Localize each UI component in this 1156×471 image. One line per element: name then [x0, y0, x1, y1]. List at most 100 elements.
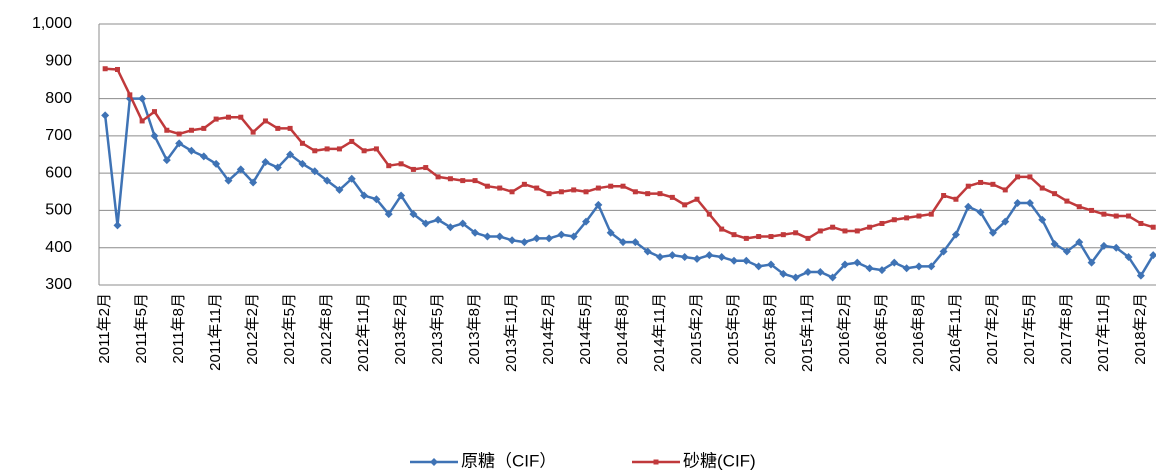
- data-point: [532, 234, 541, 243]
- data-point: [275, 125, 281, 131]
- data-point: [953, 196, 959, 202]
- data-point: [927, 262, 936, 271]
- data-point: [805, 235, 811, 241]
- data-point: [484, 183, 490, 189]
- data-point: [705, 251, 714, 260]
- data-point: [793, 230, 799, 236]
- data-point: [768, 234, 774, 240]
- data-point: [162, 156, 171, 165]
- data-point: [1064, 198, 1070, 204]
- data-point: [336, 146, 342, 152]
- data-point: [409, 210, 418, 219]
- data-point: [323, 176, 332, 185]
- data-point: [521, 181, 527, 187]
- data-point: [582, 217, 591, 226]
- data-point: [397, 191, 406, 200]
- data-point: [594, 200, 603, 209]
- y-tick-label: 900: [45, 53, 72, 70]
- data-point: [1124, 253, 1133, 262]
- data-point: [706, 211, 712, 217]
- data-point: [595, 185, 601, 191]
- x-tick-label: 2014年11月: [651, 293, 668, 372]
- x-tick-label: 2017年8月: [1058, 293, 1075, 365]
- data-point: [335, 185, 344, 194]
- data-point: [978, 179, 984, 185]
- data-point: [1050, 239, 1059, 248]
- data-point: [472, 178, 478, 184]
- data-point: [928, 211, 934, 217]
- data-point: [682, 202, 688, 208]
- data-point: [435, 174, 441, 180]
- x-tick-label: 2013年5月: [429, 293, 446, 365]
- data-point: [102, 66, 108, 72]
- data-point: [668, 251, 677, 260]
- legend-label: 原糖（CIF）: [461, 451, 556, 470]
- data-point: [1112, 243, 1121, 252]
- data-point: [312, 148, 318, 154]
- data-point: [990, 181, 996, 187]
- x-tick-label: 2012年5月: [281, 293, 298, 365]
- data-point: [976, 208, 985, 217]
- x-tick-label: 2014年5月: [577, 293, 594, 365]
- x-tick-label: 2012年11月: [355, 293, 372, 372]
- x-tick-label: 2013年8月: [466, 293, 483, 365]
- data-point: [791, 273, 800, 282]
- legend-marker: [653, 459, 659, 465]
- x-tick-label: 2015年2月: [688, 293, 705, 365]
- x-tick-label: 2012年8月: [318, 293, 335, 365]
- x-tick-label: 2015年5月: [725, 293, 742, 365]
- data-point: [434, 215, 443, 224]
- data-point: [842, 228, 848, 234]
- data-point: [1149, 251, 1156, 260]
- y-tick-label: 700: [45, 127, 72, 144]
- data-point: [213, 116, 219, 122]
- data-point: [361, 148, 367, 154]
- data-point: [299, 140, 305, 146]
- data-point: [347, 174, 356, 183]
- data-point: [546, 191, 552, 197]
- data-point: [238, 114, 244, 120]
- data-point: [1062, 247, 1071, 256]
- data-point: [669, 194, 675, 200]
- data-point: [410, 166, 416, 172]
- data-point: [261, 157, 270, 166]
- data-point: [557, 230, 566, 239]
- data-point: [1001, 217, 1010, 226]
- data-point: [199, 152, 208, 161]
- data-point: [632, 189, 638, 195]
- data-point: [571, 187, 577, 193]
- data-point: [201, 125, 207, 131]
- data-point: [779, 269, 788, 278]
- data-point: [902, 264, 911, 273]
- data-point: [756, 234, 762, 240]
- data-point: [187, 146, 196, 155]
- data-point: [877, 266, 886, 275]
- data-point: [1013, 198, 1022, 207]
- data-point: [349, 138, 355, 144]
- data-point: [1136, 271, 1145, 280]
- data-point: [114, 66, 120, 72]
- data-point: [988, 228, 997, 237]
- data-point: [386, 163, 392, 169]
- data-point: [620, 183, 626, 189]
- data-point: [175, 139, 184, 148]
- data-point: [743, 235, 749, 241]
- y-tick-label: 1,000: [32, 15, 72, 32]
- data-point: [545, 234, 554, 243]
- data-point: [1076, 204, 1082, 210]
- data-point: [1138, 220, 1144, 226]
- data-point: [398, 161, 404, 167]
- data-point: [606, 228, 615, 237]
- legend-marker: [430, 458, 438, 466]
- data-point: [729, 256, 738, 265]
- data-point: [656, 253, 665, 262]
- data-point: [742, 256, 751, 265]
- series-line: [105, 67, 1154, 240]
- data-point: [830, 224, 836, 230]
- data-point: [694, 196, 700, 202]
- x-tick-label: 2011年2月: [96, 293, 113, 364]
- data-point: [1099, 241, 1108, 250]
- data-point: [816, 267, 825, 276]
- data-point: [224, 176, 233, 185]
- data-point: [1101, 211, 1107, 217]
